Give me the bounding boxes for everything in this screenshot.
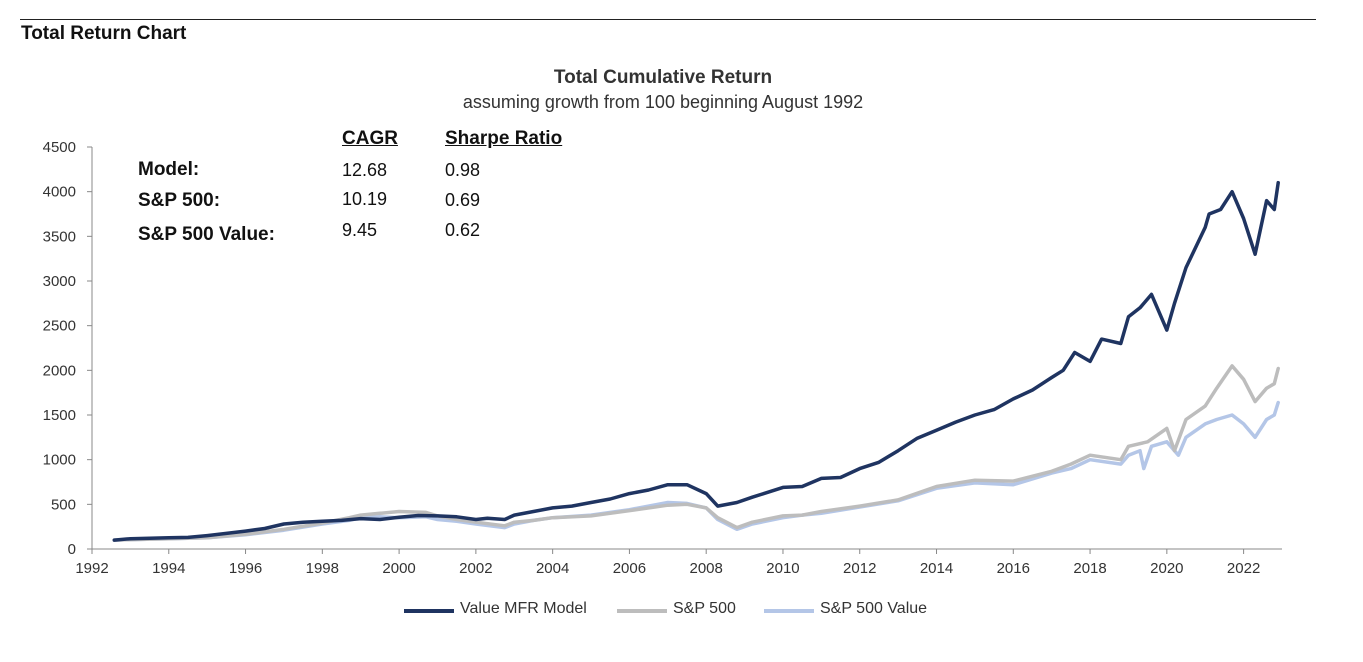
stats-label-sp500: S&P 500: bbox=[138, 190, 221, 211]
chart-subtitle: assuming growth from 100 beginning Augus… bbox=[462, 92, 864, 112]
x-tick-label: 2000 bbox=[382, 560, 415, 577]
stats-sharpe-sp500: 0.69 bbox=[445, 190, 481, 210]
x-tick-label: 1996 bbox=[229, 560, 262, 577]
stats-cagr-sp500: 10.19 bbox=[342, 189, 388, 209]
x-tick-label: 2004 bbox=[536, 560, 569, 577]
stats-sharpe-model: 0.98 bbox=[445, 160, 481, 180]
y-tick-label: 4000 bbox=[43, 184, 76, 201]
stats-cagr-model: 12.68 bbox=[342, 160, 388, 180]
chart-title: Total Cumulative Return bbox=[553, 67, 773, 88]
y-tick-label: 500 bbox=[51, 496, 76, 513]
x-tick-label: 2020 bbox=[1150, 560, 1183, 577]
y-tick-label: 2500 bbox=[43, 318, 76, 335]
x-tick-label: 2008 bbox=[690, 560, 723, 577]
top-rule bbox=[20, 19, 1316, 20]
legend-swatch-sp500 bbox=[617, 609, 667, 613]
x-tick-label: 1994 bbox=[152, 560, 185, 577]
x-tick-label: 1992 bbox=[75, 560, 108, 577]
stats-cagr-sp500-value: 9.45 bbox=[342, 220, 378, 240]
x-tick-label: 1998 bbox=[306, 560, 339, 577]
y-tick-label: 3000 bbox=[43, 273, 76, 290]
y-tick-label: 4500 bbox=[43, 139, 76, 156]
x-tick-label: 2002 bbox=[459, 560, 492, 577]
y-tick-label: 3500 bbox=[43, 228, 76, 245]
y-tick-label: 2000 bbox=[43, 362, 76, 379]
stats-sharpe-sp500-value: 0.62 bbox=[445, 220, 481, 240]
y-tick-label: 0 bbox=[68, 541, 76, 558]
y-tick-label: 1000 bbox=[43, 452, 76, 469]
x-tick-label: 2010 bbox=[766, 560, 799, 577]
series-line-model bbox=[112, 180, 1280, 542]
legend-swatch-sp500-value bbox=[764, 609, 814, 613]
section-title: Total Return Chart bbox=[21, 23, 187, 44]
legend-label-model: Value MFR Model bbox=[460, 600, 587, 617]
sharpe-header: Sharpe Ratio bbox=[445, 128, 563, 149]
legend-label-sp500: S&P 500 bbox=[673, 600, 736, 617]
legend-label-sp500-value: S&P 500 Value bbox=[820, 600, 928, 617]
x-tick-label: 2006 bbox=[613, 560, 646, 577]
x-tick-label: 2022 bbox=[1227, 560, 1260, 577]
x-tick-label: 2018 bbox=[1073, 560, 1106, 577]
x-tick-label: 2014 bbox=[920, 560, 953, 577]
x-tick-label: 2016 bbox=[997, 560, 1030, 577]
legend-swatch-model bbox=[404, 609, 454, 613]
series-line-sp500 bbox=[112, 364, 1280, 542]
y-tick-label: 1500 bbox=[43, 407, 76, 424]
stats-label-model: Model: bbox=[138, 159, 200, 180]
x-tick-label: 2012 bbox=[843, 560, 876, 577]
stats-label-sp500-value: S&P 500 Value: bbox=[138, 224, 275, 245]
cagr-header: CAGR bbox=[342, 128, 398, 149]
series-line-sp500-value bbox=[112, 400, 1280, 542]
